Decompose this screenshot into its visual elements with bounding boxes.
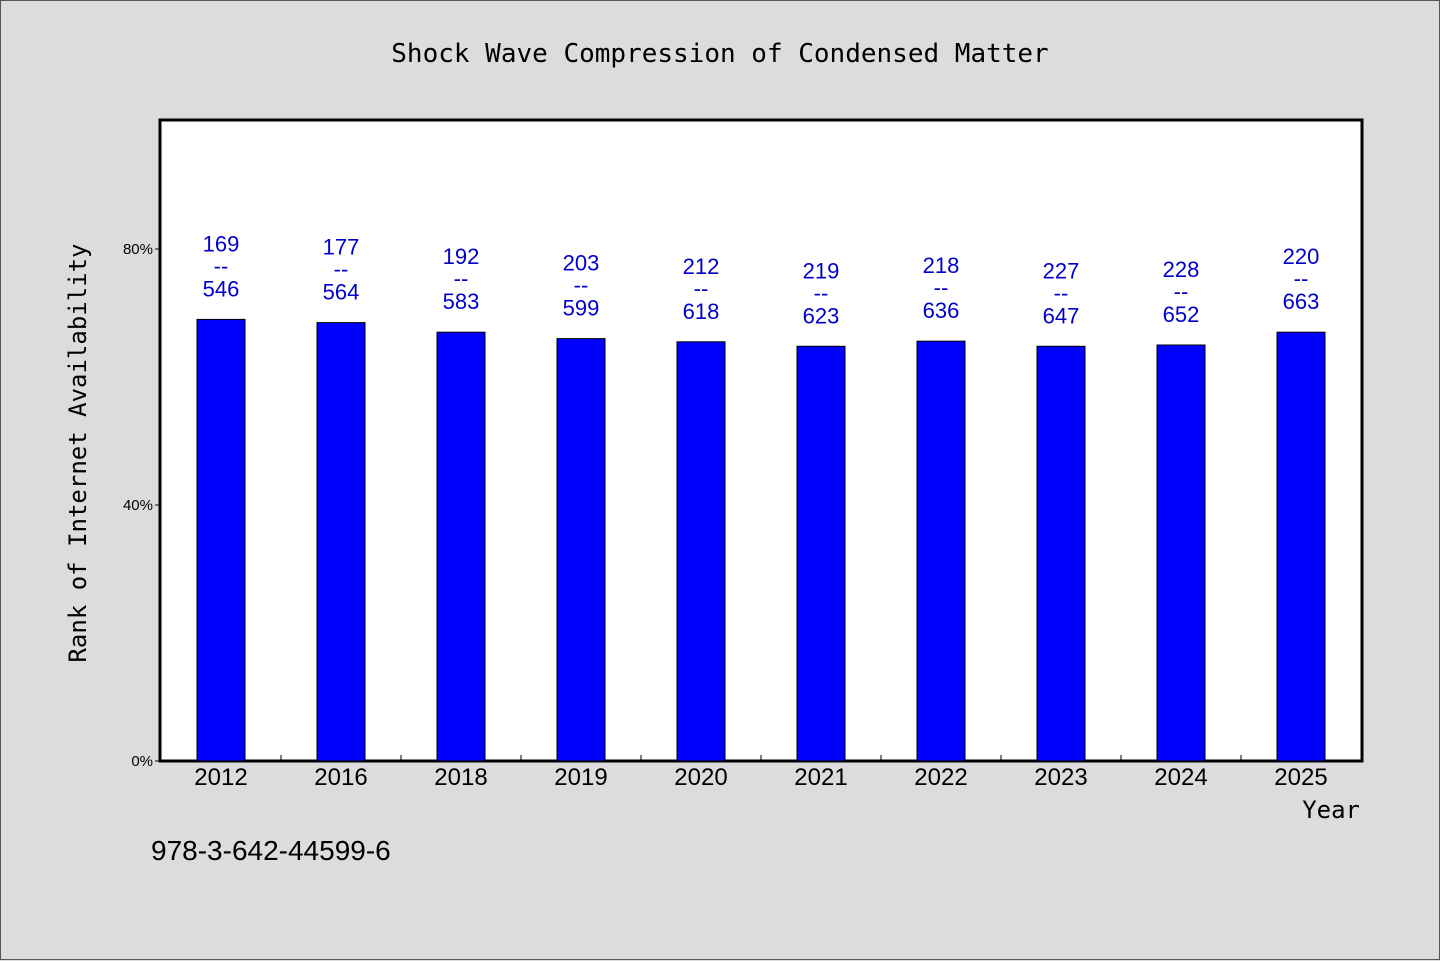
bar-2019 [556, 338, 606, 762]
data-label-bottom-2019: 599 [563, 296, 600, 321]
x-tick-label-2022: 2022 [914, 764, 967, 791]
bar-2020 [676, 341, 726, 762]
data-label-sep-2025: -- [1294, 266, 1309, 291]
x-tick-label-2012: 2012 [194, 764, 247, 791]
data-label-top-2024: 228 [1163, 257, 1200, 282]
data-label-top-2018: 192 [443, 244, 480, 269]
bar-2016 [316, 322, 366, 762]
data-label-bottom-2012: 546 [203, 276, 240, 301]
data-label-bottom-2020: 618 [683, 299, 720, 324]
data-label-bottom-2025: 663 [1283, 289, 1320, 314]
data-label-sep-2018: -- [454, 266, 469, 291]
x-tick-label-2025: 2025 [1274, 764, 1327, 791]
data-labels-layer: 169--546177--564192--583203--599212--618… [203, 231, 1320, 328]
y-axis-label: Rank of Internet Availability [64, 243, 92, 662]
x-tick-label-2024: 2024 [1154, 764, 1207, 791]
bar-2023 [1036, 345, 1086, 762]
bar-2022 [916, 340, 966, 762]
data-label-sep-2012: -- [214, 253, 229, 278]
data-label-bottom-2021: 623 [803, 303, 840, 328]
data-label-top-2016: 177 [323, 235, 360, 260]
data-label-sep-2022: -- [934, 275, 949, 300]
y-axis: 0% 40% 80% [123, 241, 161, 770]
bar-2025 [1276, 331, 1326, 762]
data-label-bottom-2023: 647 [1043, 303, 1080, 328]
data-label-bottom-2018: 583 [443, 289, 480, 314]
data-label-sep-2019: -- [574, 273, 589, 298]
y-tick-label: 80% [123, 241, 153, 258]
chart-title: Shock Wave Compression of Condensed Matt… [391, 39, 1048, 69]
bar-2021 [796, 345, 846, 762]
x-tick-label-2016: 2016 [314, 764, 367, 791]
data-label-top-2019: 203 [563, 251, 600, 276]
data-label-top-2025: 220 [1283, 244, 1320, 269]
x-tick-label-2020: 2020 [674, 764, 727, 791]
y-tick-label: 40% [123, 497, 153, 514]
x-axis: 2012 2016 2018 2019 2020 2021 2022 2023 2024 2025 [194, 755, 1328, 791]
data-label-sep-2016: -- [334, 257, 349, 282]
data-label-top-2023: 227 [1043, 258, 1080, 283]
data-label-sep-2021: -- [814, 280, 829, 305]
data-label-bottom-2016: 564 [323, 280, 360, 305]
data-label-sep-2024: -- [1174, 279, 1189, 304]
x-tick-label-2023: 2023 [1034, 764, 1087, 791]
data-label-sep-2023: -- [1054, 280, 1069, 305]
x-tick-label-2018: 2018 [434, 764, 487, 791]
data-label-top-2021: 219 [803, 258, 840, 283]
isbn-text: 978-3-642-44599-6 [151, 835, 391, 866]
x-tick-label-2021: 2021 [794, 764, 847, 791]
bar-2018 [436, 331, 486, 762]
data-label-top-2022: 218 [923, 253, 960, 278]
bars-layer [196, 318, 1326, 762]
data-label-bottom-2024: 652 [1163, 302, 1200, 327]
data-label-top-2020: 212 [683, 254, 720, 279]
bar-2012 [196, 318, 246, 762]
data-label-top-2012: 169 [203, 231, 240, 256]
y-tick-label: 0% [131, 753, 153, 770]
data-label-bottom-2022: 636 [923, 298, 960, 323]
data-label-sep-2020: -- [694, 276, 709, 301]
x-axis-label: Year [1302, 796, 1360, 824]
bar-2024 [1156, 344, 1206, 762]
x-tick-label-2019: 2019 [554, 764, 607, 791]
